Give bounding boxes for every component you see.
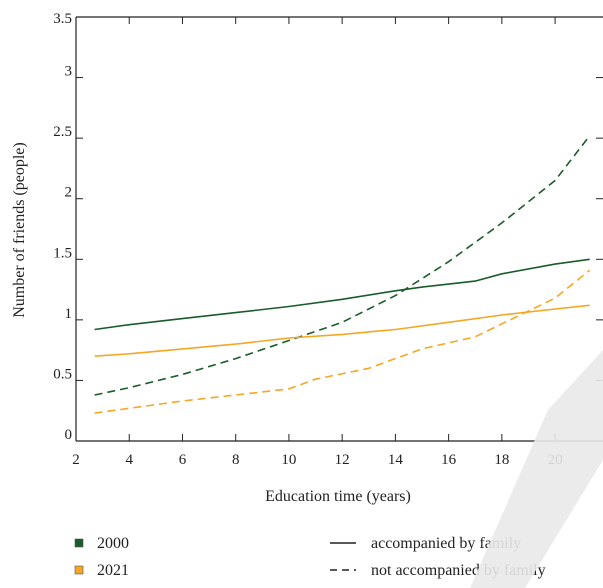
x-tick-label: 6 (179, 452, 187, 468)
x-tick-label: 4 (125, 452, 133, 468)
x-tick-label: 12 (335, 452, 350, 468)
y-axis: 0 0.5 1 1.5 2 2.5 3 3.5 (53, 11, 603, 443)
plot-frame (75, 16, 603, 442)
y-tick-label: 3 (65, 64, 73, 80)
y-axis-title: Number of friends (people) (11, 142, 28, 318)
x-axis-title: Education time (years) (265, 488, 411, 505)
legend-label-2021: 2021 (97, 562, 129, 579)
x-tick-label: 8 (232, 452, 240, 468)
y-tick-label: 0.5 (53, 366, 72, 382)
legend-swatch-2021 (74, 565, 84, 575)
series-line-2021-not-accompanied (94, 269, 591, 414)
x-tick-label: 10 (281, 452, 296, 468)
series-layer (94, 135, 591, 414)
y-tick-label: 2 (65, 185, 73, 201)
series-line-2000-accompanied (94, 258, 590, 331)
y-tick-label: 3.5 (53, 11, 72, 27)
x-tick-label: 16 (441, 452, 457, 468)
series-line-2000-not-accompanied (94, 135, 591, 396)
x-tick-label: 14 (388, 452, 404, 468)
watermark-stripe (470, 350, 603, 588)
y-tick-label: 0 (65, 427, 73, 443)
x-axis: 2468101214161820 (72, 17, 563, 468)
legend-label-solid: accompanied by family (371, 535, 521, 552)
y-tick-label: 1 (65, 306, 73, 322)
legend-swatch-2000 (74, 538, 84, 548)
y-tick-label: 1.5 (53, 245, 72, 261)
series-line-2021-accompanied (94, 304, 590, 357)
legend-label-2000: 2000 (97, 535, 129, 552)
y-tick-label: 2.5 (53, 124, 72, 140)
x-tick-label: 2 (72, 452, 80, 468)
x-tick-label: 18 (494, 452, 509, 468)
